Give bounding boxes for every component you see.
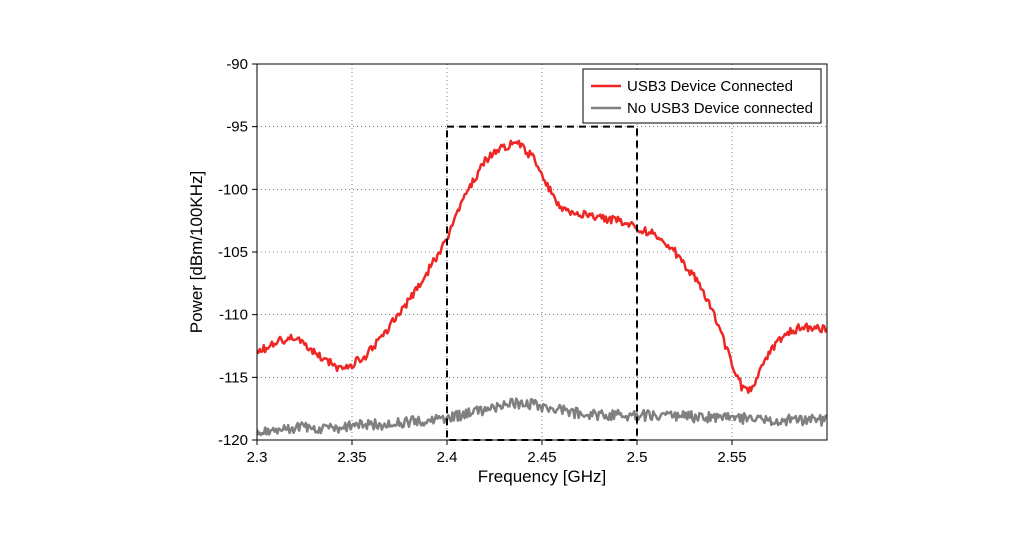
x-axis-label: Frequency [GHz]: [478, 467, 607, 486]
legend-label: USB3 Device Connected: [627, 78, 793, 95]
legend: USB3 Device Connected No USB3 Device conn…: [583, 69, 821, 123]
xtick-label: 2.35: [337, 449, 366, 466]
ytick-label: -115: [219, 369, 248, 386]
xtick-label: 2.45: [527, 449, 556, 466]
xtick-label: 2.3: [247, 449, 268, 466]
y-axis-label: Power [dBm/100KHz]: [187, 171, 206, 334]
ytick-label: -90: [226, 56, 248, 73]
ytick-label: -100: [218, 181, 248, 198]
ytick-label: -105: [218, 244, 248, 261]
xtick-label: 2.5: [627, 449, 648, 466]
legend-label: No USB3 Device connected: [627, 100, 813, 117]
ytick-label: -120: [218, 432, 248, 449]
xtick-label: 2.55: [717, 449, 746, 466]
chart-svg: 2.3 2.35 2.4 2.45 2.5 2.55 -120 -115 -110 -105 -10…: [182, 52, 842, 492]
ytick-label: -110: [219, 307, 248, 324]
spectrum-chart: 2.3 2.35 2.4 2.45 2.5 2.55 -120 -115 -110 -105 -10…: [182, 52, 842, 492]
xtick-label: 2.4: [437, 449, 458, 466]
ytick-label: -95: [226, 119, 248, 136]
